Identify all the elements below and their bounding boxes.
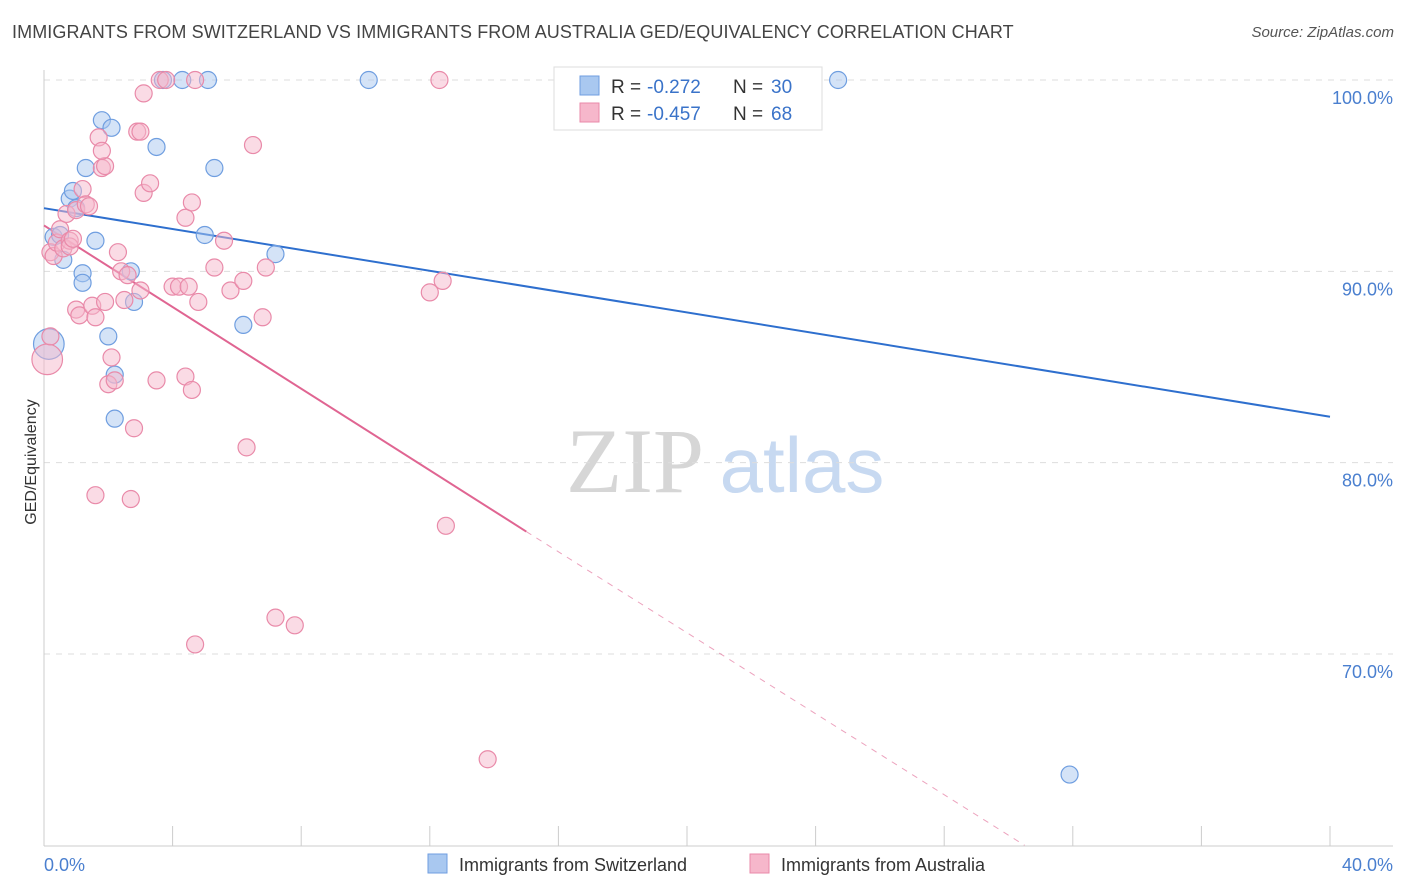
point-australia-19 <box>86 486 105 505</box>
trend-lines <box>43 207 1331 846</box>
point-australia-52 <box>205 258 224 277</box>
bottom-legend-swatch-switzerland <box>427 853 448 874</box>
point-australia-22 <box>95 157 115 176</box>
point-australia-60 <box>266 608 285 627</box>
legend-n-value-switzerland: 30 <box>771 77 792 98</box>
legend-n-value-australia: 68 <box>771 104 792 125</box>
x-tick-label-max: 40.0% <box>1342 855 1393 875</box>
point-switzerland-28 <box>829 70 848 90</box>
point-australia-30 <box>115 290 134 310</box>
point-australia-66 <box>478 750 497 769</box>
point-australia-64 <box>433 271 452 290</box>
legend-n-label-australia: N = <box>733 104 763 125</box>
point-australia-61 <box>285 616 304 635</box>
y-tick-label-100: 100.0% <box>1332 88 1393 108</box>
point-switzerland-9 <box>76 158 95 178</box>
bottom-legend-label-switzerland: Immigrants from Switzerland <box>459 855 687 875</box>
point-switzerland-8 <box>73 273 92 292</box>
legend-swatch-australia <box>579 102 600 123</box>
point-australia-58 <box>253 308 272 327</box>
legend-swatch-switzerland <box>579 75 600 96</box>
point-australia-39 <box>140 174 160 193</box>
point-australia-24 <box>95 292 115 312</box>
point-australia-32 <box>121 489 140 509</box>
chart-title: IMMIGRANTS FROM SWITZERLAND VS IMMIGRANT… <box>12 22 1014 42</box>
legend-r-value-switzerland: -0.272 <box>647 77 701 98</box>
point-switzerland-24 <box>234 315 253 335</box>
point-switzerland-22 <box>195 225 214 245</box>
point-australia-14 <box>73 179 92 199</box>
point-australia-16 <box>79 197 99 216</box>
point-australia-42 <box>157 70 176 90</box>
point-switzerland-15 <box>105 409 124 428</box>
chart-source: Source: ZipAtlas.com <box>1251 24 1394 41</box>
point-australia-62 <box>420 283 439 302</box>
top-legend: R = -0.272 N = 30 R = -0.457 N = 68 <box>553 66 823 131</box>
point-australia-28 <box>108 243 128 262</box>
point-australia-50 <box>186 635 205 654</box>
point-switzerland-26 <box>359 70 378 90</box>
point-australia-18 <box>86 308 105 327</box>
point-australia-53 <box>214 231 234 250</box>
point-australia-27 <box>105 371 124 390</box>
trend-line-switzerland <box>43 207 1331 418</box>
point-australia-31 <box>118 266 137 285</box>
point-australia-26 <box>102 348 121 367</box>
point-australia-63 <box>430 70 449 90</box>
point-australia-48 <box>182 380 201 400</box>
point-australia-36 <box>131 281 150 300</box>
point-australia-55 <box>234 271 253 290</box>
point-australia-37 <box>134 84 153 103</box>
y-tick-label-90: 90.0% <box>1342 279 1393 299</box>
point-switzerland-29 <box>1060 765 1079 784</box>
y-tick-label-80: 80.0% <box>1342 471 1393 491</box>
point-australia-10 <box>63 229 83 248</box>
point-australia-51 <box>189 292 208 312</box>
y-tick-label-70: 70.0% <box>1342 662 1393 682</box>
scatter-points <box>31 70 1079 784</box>
point-australia-1 <box>41 327 60 346</box>
point-australia-40 <box>147 371 166 390</box>
legend-n-label-switzerland: N = <box>733 77 763 98</box>
watermark-zip: ZIP <box>566 410 704 512</box>
point-australia-47 <box>179 277 198 296</box>
legend-r-value-australia: -0.457 <box>647 104 701 125</box>
point-australia-56 <box>237 438 256 457</box>
axes <box>43 70 1393 847</box>
point-australia-59 <box>256 258 275 277</box>
point-switzerland-13 <box>99 327 118 346</box>
point-australia-46 <box>176 208 195 227</box>
watermark-atlas: atlas <box>720 421 885 509</box>
x-tick-label-min: 0.0% <box>44 855 85 875</box>
point-switzerland-10 <box>86 231 105 250</box>
point-switzerland-18 <box>147 137 166 157</box>
bottom-legend: Immigrants from Switzerland Immigrants f… <box>427 853 986 875</box>
point-switzerland-23 <box>205 158 224 178</box>
legend-r-label-australia: R = <box>611 104 641 125</box>
point-switzerland-25 <box>266 245 285 264</box>
point-australia-35 <box>131 122 150 141</box>
point-australia-23 <box>92 141 111 160</box>
point-australia-33 <box>124 419 144 438</box>
point-australia-0 <box>31 343 64 376</box>
legend-r-label-switzerland: R = <box>611 77 641 98</box>
point-australia-67 <box>182 193 201 212</box>
bottom-legend-label-australia: Immigrants from Australia <box>781 855 986 875</box>
point-switzerland-12 <box>102 118 121 137</box>
y-axis-label: GED/Equivalency <box>23 399 40 524</box>
point-australia-54 <box>221 281 240 300</box>
y-tick-labels: 70.0% 80.0% 90.0% 100.0% <box>1332 88 1393 682</box>
point-australia-57 <box>243 135 263 155</box>
trend-line-dashed-australia <box>525 531 1025 846</box>
bottom-legend-swatch-australia <box>749 853 770 874</box>
point-australia-65 <box>436 516 455 535</box>
grid-lines <box>44 79 1393 655</box>
point-australia-49 <box>186 70 205 90</box>
